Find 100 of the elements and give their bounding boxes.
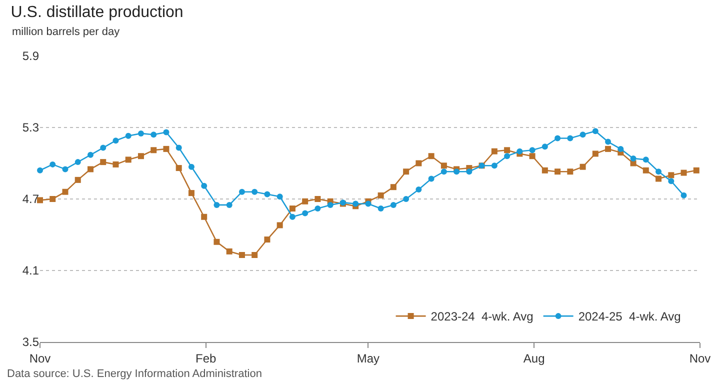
x-tick-label: May	[356, 351, 380, 366]
point	[416, 160, 422, 166]
point	[378, 206, 384, 212]
point	[201, 214, 208, 220]
point	[176, 165, 182, 172]
point	[403, 196, 410, 202]
legend-label: 2023-24 4-wk. Avg	[430, 310, 534, 324]
point	[491, 162, 498, 169]
point	[630, 160, 636, 166]
point	[138, 153, 144, 160]
point	[276, 222, 283, 228]
point	[567, 168, 574, 175]
point	[403, 168, 410, 175]
point	[302, 210, 308, 216]
point	[605, 138, 612, 145]
point	[125, 132, 132, 139]
y-tick-label: 4.1	[22, 264, 40, 278]
point	[390, 202, 396, 208]
point	[100, 159, 106, 166]
point	[289, 214, 296, 220]
point	[580, 132, 586, 138]
point	[50, 196, 56, 202]
point	[554, 168, 561, 175]
point	[252, 188, 258, 195]
point	[37, 167, 43, 174]
point	[176, 144, 182, 151]
point	[529, 153, 536, 160]
point	[365, 200, 372, 207]
source-note: Data source: U.S. Energy Information Administration	[7, 368, 262, 380]
point	[630, 155, 636, 162]
y-tick-label: 5.3	[22, 120, 40, 135]
point	[416, 186, 422, 192]
point	[656, 168, 662, 175]
point	[289, 206, 296, 212]
y-tick-label: 5.9	[22, 49, 40, 64]
point	[87, 152, 94, 158]
point	[138, 130, 144, 136]
point	[618, 146, 624, 152]
x-tick-label: Feb	[196, 351, 217, 366]
point	[428, 176, 434, 182]
point	[314, 206, 321, 212]
point	[504, 153, 510, 160]
point	[150, 147, 157, 154]
x-tick-label: Aug	[523, 351, 545, 366]
point	[112, 161, 119, 168]
point	[554, 135, 561, 142]
point	[378, 192, 384, 198]
point	[188, 164, 194, 170]
point	[440, 168, 447, 175]
point	[62, 188, 68, 195]
point	[226, 248, 232, 254]
point	[264, 236, 270, 243]
point	[542, 167, 548, 174]
point	[238, 252, 245, 258]
point	[74, 159, 81, 166]
point	[592, 128, 598, 134]
x-tick-label: Nov	[689, 351, 711, 366]
point	[656, 176, 662, 182]
point	[125, 156, 132, 163]
point	[327, 202, 334, 208]
point	[428, 153, 434, 160]
point	[74, 176, 81, 183]
chart-subtitle: million barrels per day	[12, 26, 120, 38]
point	[214, 202, 220, 208]
point	[87, 166, 94, 172]
point	[542, 144, 548, 150]
point	[693, 167, 700, 174]
point	[214, 238, 220, 245]
point	[100, 144, 106, 151]
point	[567, 135, 574, 142]
point	[668, 178, 674, 184]
chart-title: U.S. distillate production	[10, 4, 184, 21]
point	[264, 191, 270, 198]
point	[516, 148, 523, 154]
legend-label: 2024-25 4-wk. Avg	[578, 310, 681, 324]
x-tick-label: Nov	[29, 351, 51, 366]
point	[440, 162, 447, 169]
point	[454, 168, 460, 175]
point	[529, 147, 536, 154]
point	[112, 138, 119, 144]
point	[201, 182, 208, 189]
point	[390, 184, 396, 190]
point	[680, 170, 687, 176]
point	[642, 156, 649, 163]
point	[592, 150, 598, 157]
point	[491, 148, 498, 154]
point	[226, 202, 232, 208]
point	[314, 196, 321, 202]
point	[238, 188, 245, 195]
point	[466, 168, 472, 175]
point	[163, 146, 170, 152]
point	[188, 190, 194, 196]
point	[62, 166, 68, 172]
point	[150, 132, 157, 138]
point	[163, 129, 170, 136]
point	[504, 147, 510, 154]
point	[252, 252, 258, 258]
point	[50, 161, 56, 168]
point	[302, 198, 308, 204]
point	[668, 172, 674, 178]
